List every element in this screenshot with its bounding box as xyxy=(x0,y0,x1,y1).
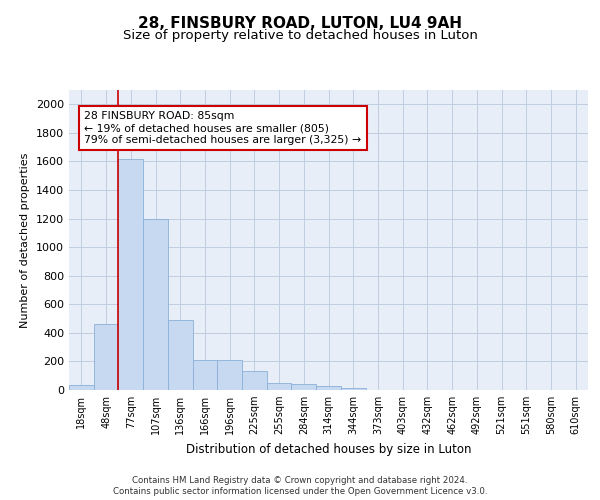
Text: 28, FINSBURY ROAD, LUTON, LU4 9AH: 28, FINSBURY ROAD, LUTON, LU4 9AH xyxy=(138,16,462,31)
Bar xyxy=(292,384,316,390)
Bar xyxy=(193,360,217,390)
Text: 28 FINSBURY ROAD: 85sqm
← 19% of detached houses are smaller (805)
79% of semi-d: 28 FINSBURY ROAD: 85sqm ← 19% of detache… xyxy=(85,112,361,144)
X-axis label: Distribution of detached houses by size in Luton: Distribution of detached houses by size … xyxy=(186,442,471,456)
Text: Contains HM Land Registry data © Crown copyright and database right 2024.: Contains HM Land Registry data © Crown c… xyxy=(132,476,468,485)
Y-axis label: Number of detached properties: Number of detached properties xyxy=(20,152,31,328)
Bar xyxy=(242,372,267,390)
Text: Size of property relative to detached houses in Luton: Size of property relative to detached ho… xyxy=(122,29,478,42)
Bar xyxy=(267,383,292,390)
Bar xyxy=(143,218,168,390)
Bar xyxy=(69,385,94,390)
Bar xyxy=(168,320,193,390)
Bar xyxy=(94,324,118,390)
Bar xyxy=(217,360,242,390)
Bar xyxy=(341,388,365,390)
Text: Contains public sector information licensed under the Open Government Licence v3: Contains public sector information licen… xyxy=(113,487,487,496)
Bar xyxy=(118,158,143,390)
Bar xyxy=(316,386,341,390)
